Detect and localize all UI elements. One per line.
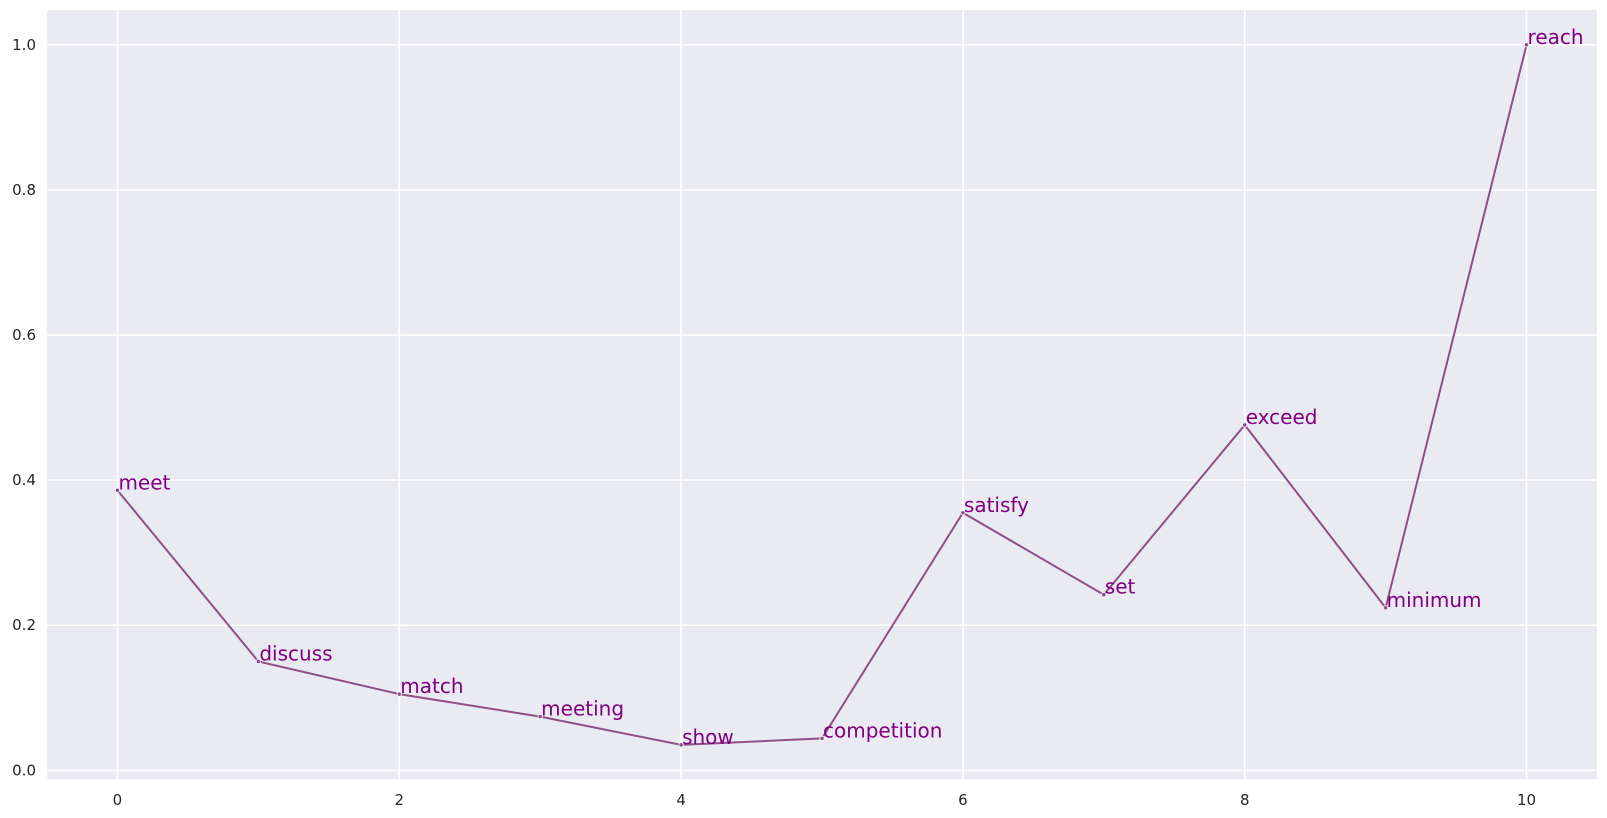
data-point	[1383, 605, 1389, 611]
y-tick-label: 0.6	[12, 326, 36, 344]
data-point	[537, 714, 543, 720]
point-label: satisfy	[964, 493, 1029, 517]
data-point	[1101, 592, 1107, 598]
x-tick-label: 8	[1240, 791, 1250, 809]
point-label: meet	[118, 470, 170, 494]
data-point	[1242, 422, 1248, 428]
data-point	[819, 735, 825, 741]
grid-lines	[47, 10, 1597, 779]
data-point	[1523, 42, 1530, 48]
data-point	[678, 742, 684, 748]
point-label: set	[1105, 575, 1136, 599]
point-label: meeting	[541, 697, 624, 721]
x-tick-label: 0	[113, 791, 123, 809]
point-label: exceed	[1246, 405, 1318, 429]
x-tick-label: 4	[676, 791, 686, 809]
point-labels: meet discuss match meeting show competition sa…	[118, 25, 1583, 749]
data-point	[255, 658, 261, 665]
y-tick-label: 1.0	[12, 36, 36, 54]
x-tick-label: 6	[958, 791, 968, 809]
point-label: reach	[1528, 25, 1584, 49]
x-tick-label: 2	[394, 791, 404, 809]
x-tick-label: 10	[1517, 791, 1536, 809]
point-label: match	[400, 674, 463, 698]
point-label: competition	[823, 718, 942, 742]
point-label: show	[682, 725, 734, 749]
point-label: discuss	[259, 641, 332, 665]
y-tick-label: 0.8	[12, 181, 36, 199]
point-label: minimum	[1387, 588, 1482, 612]
y-tick-label: 0.4	[12, 471, 36, 489]
data-point	[960, 510, 966, 516]
data-point	[114, 487, 121, 493]
data-points	[114, 42, 1530, 748]
data-point	[396, 691, 402, 697]
y-tick-label: 0.2	[12, 616, 36, 634]
y-axis-ticks: 0.0 0.2 0.4 0.6 0.8 1.0	[12, 36, 36, 779]
y-tick-label: 0.0	[12, 761, 36, 779]
plot-background	[47, 10, 1597, 779]
x-axis-ticks: 0 2 4 6 8 10	[113, 791, 1536, 809]
